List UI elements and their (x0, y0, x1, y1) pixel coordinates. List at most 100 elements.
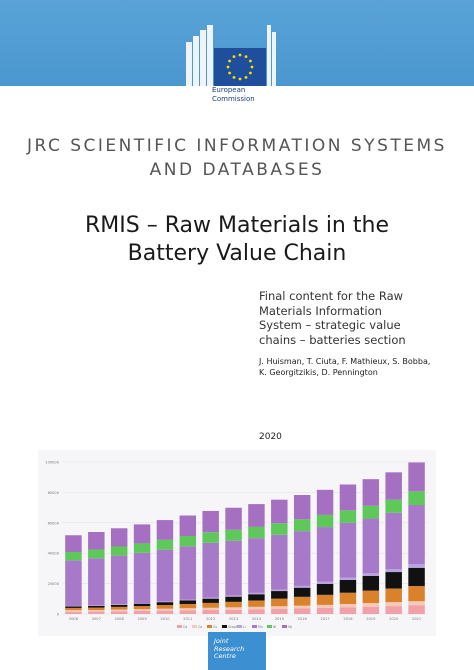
y-tick-label: 80000 (48, 491, 60, 495)
flag-star-icon (232, 75, 236, 79)
bar-segment (362, 505, 380, 519)
bar-segment (271, 608, 288, 614)
x-tick-label: 2018 (343, 617, 353, 621)
authors: J. Huisman, T. Ciuta, F. Mathieux, S. Bo… (259, 356, 469, 378)
y-tick-label: 100000 (45, 461, 59, 465)
bar-segment (248, 594, 265, 601)
bar-segment (88, 558, 105, 606)
bar-segment (88, 607, 105, 611)
bar-segment (248, 592, 265, 595)
legend-label: Li (243, 625, 246, 629)
bar-segment (385, 588, 402, 603)
x-tick-label: 2014 (252, 617, 262, 621)
bar-segment (156, 605, 174, 609)
authors-line: K. Georgitzikis, D. Pennington (259, 368, 378, 377)
bar-segment (248, 526, 265, 539)
bar-segment (156, 601, 174, 603)
flag-star-icon (226, 65, 230, 69)
bar-segment (339, 579, 357, 593)
bar-segment (293, 605, 311, 609)
bar-segment (362, 590, 380, 604)
bar-segment (110, 606, 128, 610)
bar-segment (65, 611, 82, 614)
bar-segment (65, 560, 82, 606)
legend-label: Ni (273, 625, 276, 629)
bar-segment (202, 607, 219, 611)
bar-segment (362, 603, 380, 607)
bar-segment (133, 602, 151, 604)
bar-segment (293, 531, 311, 586)
bar-segment (88, 610, 105, 612)
bar-segment (65, 607, 82, 611)
x-tick-label: 2019 (366, 617, 376, 621)
bar-segment (362, 479, 380, 506)
legend-label: Mn (258, 625, 263, 629)
subtitle: Final content for the Raw Materials Info… (259, 289, 459, 347)
bar-segment (225, 601, 242, 608)
bar-segment (248, 606, 265, 610)
bar-segment (179, 603, 197, 609)
bar-segment (225, 529, 242, 541)
legend-swatch (282, 625, 287, 628)
authors-line: J. Huisman, T. Ciuta, F. Mathieux, S. Bo… (259, 357, 431, 366)
bar-segment (339, 592, 357, 604)
legend-swatch (267, 625, 272, 628)
bar-segment (408, 564, 425, 568)
european-commission-logo (186, 25, 276, 86)
flag-star-icon (244, 75, 248, 79)
x-tick-label: 2020 (389, 617, 399, 621)
legend-label: Sb (288, 625, 292, 629)
bar-segment (316, 514, 334, 528)
x-tick-label: 2016 (298, 617, 308, 621)
bar-segment (202, 598, 219, 603)
x-tick-label: 2007 (92, 617, 101, 621)
bar-segment (133, 603, 151, 607)
bar-segment (408, 505, 425, 565)
bar-segment (88, 605, 105, 608)
legend-swatch (222, 625, 227, 628)
bar-segment (133, 552, 151, 603)
chart-canvas: 0 20000 40000 60000 80000 100000 2006 2007 2008 2… (45, 461, 428, 629)
bar-segment (133, 524, 151, 544)
flag-star-icon (238, 53, 242, 57)
bar-segment (225, 609, 242, 614)
legend-label: Co (198, 625, 202, 629)
x-tick-label: 2021 (412, 617, 421, 621)
bar-segment (88, 531, 105, 550)
bar-segment (65, 610, 82, 612)
bar-segment (385, 569, 402, 573)
subtitle-line: Materials Information (259, 303, 382, 318)
bar-segment (202, 542, 219, 598)
bar-segment (248, 600, 265, 607)
bar-segment (225, 540, 242, 596)
flag-star-icon (248, 71, 252, 75)
y-tick-label: 40000 (48, 552, 60, 556)
bar-segment (156, 549, 174, 602)
subtitle-line: Final content for the Raw (259, 289, 404, 303)
x-tick-label: 2010 (160, 617, 170, 621)
bar-segment (293, 494, 311, 520)
bar-segment (293, 585, 311, 588)
x-tick-label: 2017 (320, 617, 329, 621)
jrc-logo: Joint Research Centre (208, 632, 266, 670)
bar-segment (339, 577, 357, 580)
bar-segment (156, 520, 174, 540)
subtitle-line: chains – batteries section (259, 332, 406, 347)
bar-segment (65, 606, 82, 608)
bar-segment (385, 472, 402, 500)
bar-segment (362, 576, 380, 591)
document-title-line: Battery Value Chain (127, 241, 347, 266)
bar-segment (179, 536, 197, 547)
flag-star-icon (228, 71, 232, 75)
bar-segment (271, 534, 288, 590)
bar-segment (248, 538, 265, 593)
brand-line: Commission (212, 95, 255, 103)
bar-segment (110, 609, 128, 612)
x-tick-label: 2013 (229, 617, 238, 621)
bar-segment (316, 607, 334, 614)
bar-segment (225, 607, 242, 610)
x-tick-label: 2011 (183, 617, 192, 621)
bar-segment (133, 543, 151, 553)
legend-swatch (237, 625, 242, 628)
flag-star-icon (228, 59, 232, 63)
